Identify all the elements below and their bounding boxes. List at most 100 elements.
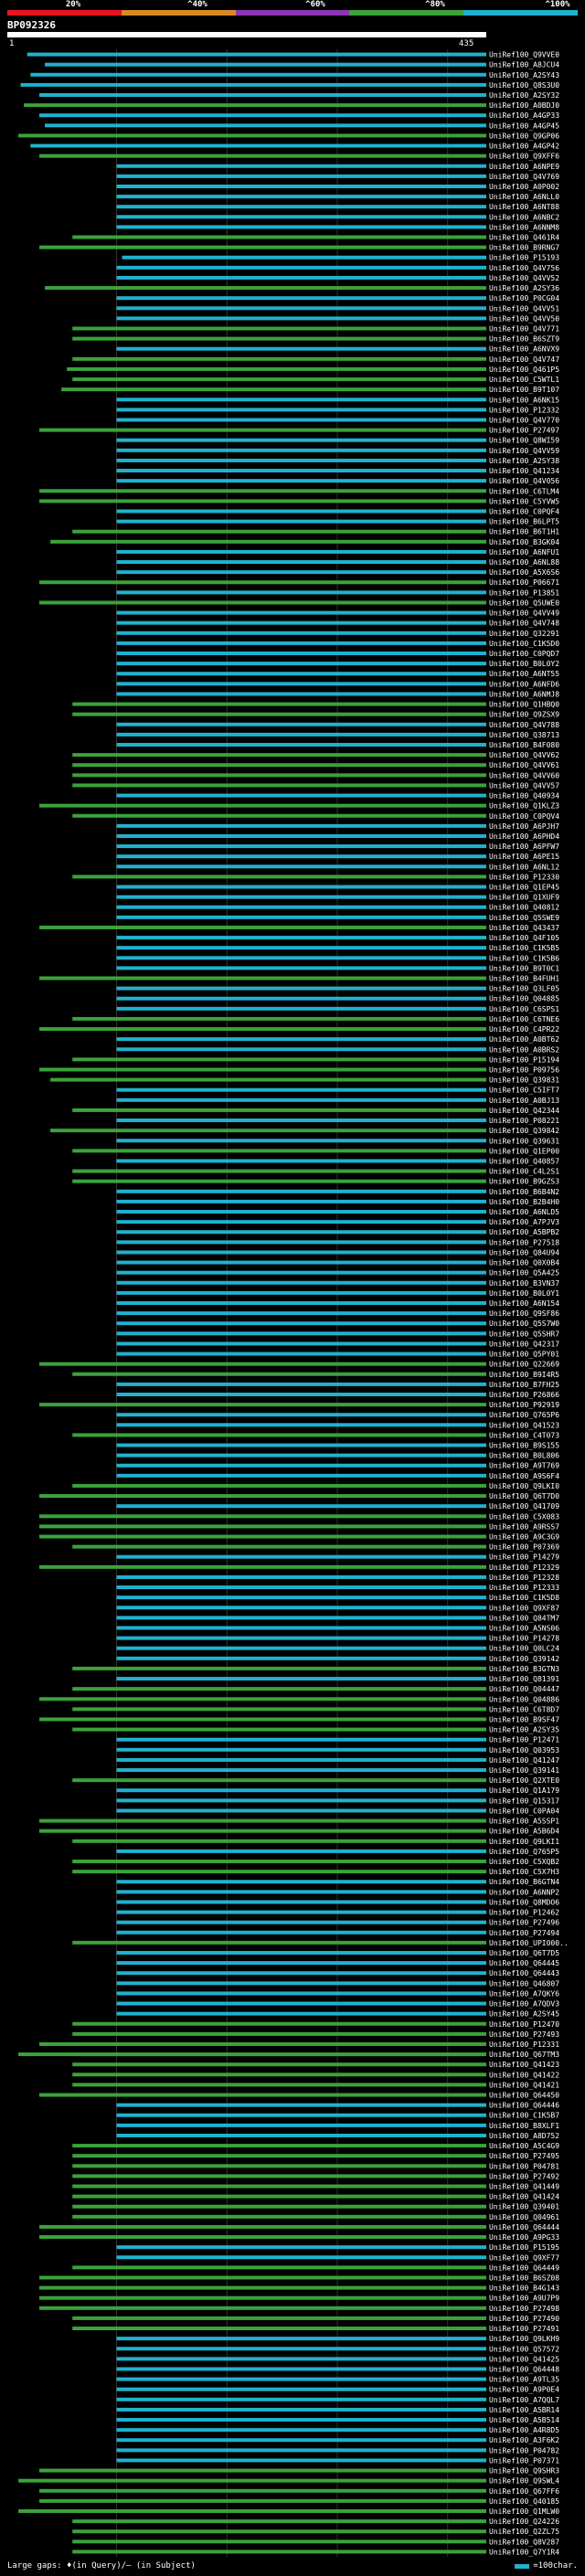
hit-label[interactable]: UniRef100_Q84TM7 bbox=[489, 1614, 559, 1622]
hit-row[interactable]: UniRef100_Q5SHR7 bbox=[116, 1330, 560, 1338]
hit-bar[interactable] bbox=[72, 2549, 487, 2554]
hit-bar[interactable] bbox=[116, 1301, 486, 1305]
hit-label[interactable]: UniRef100_A7QQL7 bbox=[489, 2396, 559, 2404]
hit-row[interactable]: UniRef100_P12330 bbox=[72, 873, 559, 881]
hit-label[interactable]: UniRef100_Q41449 bbox=[489, 2183, 559, 2191]
hit-bar[interactable] bbox=[72, 1940, 487, 1945]
hit-row[interactable]: UniRef100_A6NL88 bbox=[116, 558, 560, 567]
hit-row[interactable]: UniRef100_Q42317 bbox=[116, 1340, 560, 1348]
hit-row[interactable]: UniRef100_A7QKY6 bbox=[116, 1989, 560, 1998]
hit-label[interactable]: UniRef100_Q6T7D5 bbox=[489, 1949, 559, 1957]
hit-bar[interactable] bbox=[72, 1169, 487, 1173]
hit-label[interactable]: UniRef100_P12331 bbox=[489, 2041, 559, 2049]
hit-label[interactable]: UniRef100_B9SF47 bbox=[489, 1715, 559, 1723]
hit-row[interactable]: UniRef100_Q04447 bbox=[72, 1685, 559, 1693]
hit-bar[interactable] bbox=[116, 2387, 486, 2391]
hit-label[interactable]: UniRef100_C1K5B5 bbox=[489, 944, 559, 952]
hit-label[interactable]: UniRef100_Q41234 bbox=[489, 467, 559, 475]
hit-label[interactable]: UniRef100_B6SZ08 bbox=[489, 2274, 559, 2282]
hit-bar[interactable] bbox=[39, 2306, 486, 2310]
hit-label[interactable]: UniRef100_A2SY38 bbox=[489, 457, 559, 465]
hit-label[interactable]: UniRef100_C6T8D7 bbox=[489, 1705, 559, 1713]
hit-row[interactable]: UniRef100_Q4VV57 bbox=[72, 781, 559, 790]
hit-bar[interactable] bbox=[116, 1626, 486, 1630]
hit-row[interactable]: UniRef100_Q8V287 bbox=[72, 2538, 559, 2546]
hit-bar[interactable] bbox=[116, 1392, 486, 1396]
hit-row[interactable]: UniRef100_A4GP33 bbox=[39, 111, 559, 120]
hit-bar[interactable] bbox=[50, 1077, 487, 1082]
hit-label[interactable]: UniRef100_Q41421 bbox=[489, 2081, 559, 2089]
hit-bar[interactable] bbox=[20, 82, 487, 87]
hit-bar[interactable] bbox=[116, 1423, 486, 1427]
hit-bar[interactable] bbox=[116, 448, 486, 452]
hit-row[interactable]: UniRef100_Q8MDO6 bbox=[116, 1898, 560, 1906]
hit-row[interactable]: UniRef100_P14279 bbox=[116, 1553, 560, 1562]
hit-bar[interactable] bbox=[116, 458, 486, 462]
hit-bar[interactable] bbox=[116, 2123, 486, 2127]
hit-bar[interactable] bbox=[116, 1757, 486, 1762]
hit-bar[interactable] bbox=[116, 1656, 486, 1660]
hit-bar[interactable] bbox=[72, 763, 487, 768]
hit-label[interactable]: UniRef100_C0PQF4 bbox=[489, 507, 559, 515]
hit-label[interactable]: UniRef100_A5SSP1 bbox=[489, 1818, 559, 1826]
hit-bar[interactable] bbox=[72, 2529, 487, 2534]
hit-row[interactable]: UniRef100_Q64446 bbox=[116, 2102, 560, 2110]
hit-bar[interactable] bbox=[116, 1504, 486, 1509]
hit-row[interactable]: UniRef100_C0PQV4 bbox=[72, 812, 559, 821]
hit-bar[interactable] bbox=[116, 418, 486, 422]
hit-label[interactable]: UniRef100_P09756 bbox=[489, 1065, 559, 1074]
hit-bar[interactable] bbox=[116, 2407, 486, 2412]
hit-bar[interactable] bbox=[116, 2418, 486, 2422]
hit-row[interactable]: UniRef100_Q64444 bbox=[39, 2223, 559, 2231]
hit-label[interactable]: UniRef100_P0CG04 bbox=[489, 294, 559, 302]
hit-row[interactable]: UniRef100_Q15317 bbox=[116, 1797, 560, 1805]
hit-bar[interactable] bbox=[39, 2295, 486, 2300]
hit-label[interactable]: UniRef100_Q4VV61 bbox=[489, 761, 559, 769]
hit-row[interactable]: UniRef100_C4PR22 bbox=[39, 1025, 559, 1034]
hit-bar[interactable] bbox=[72, 235, 487, 239]
hit-bar[interactable] bbox=[116, 1636, 486, 1640]
hit-row[interactable]: UniRef100_Q2ZL75 bbox=[72, 2528, 559, 2536]
hit-label[interactable]: UniRef100_B9RNG7 bbox=[489, 244, 559, 252]
hit-label[interactable]: UniRef100_Q9ZSX9 bbox=[489, 711, 559, 719]
hit-label[interactable]: UniRef100_Q4VV57 bbox=[489, 781, 559, 790]
hit-bar[interactable] bbox=[39, 428, 486, 432]
hit-label[interactable]: UniRef100_A0P002 bbox=[489, 183, 559, 191]
hit-label[interactable]: UniRef100_A4R8D5 bbox=[489, 2426, 559, 2434]
hit-bar[interactable] bbox=[39, 1697, 486, 1701]
hit-bar[interactable] bbox=[72, 1057, 487, 1062]
hit-row[interactable]: UniRef100_A6NPE9 bbox=[116, 163, 560, 171]
hit-label[interactable]: UniRef100_Q1XUF9 bbox=[489, 894, 559, 902]
hit-label[interactable]: UniRef100_Q41423 bbox=[489, 2061, 559, 2069]
hit-row[interactable]: UniRef100_Q40812 bbox=[116, 904, 560, 912]
hit-label[interactable]: UniRef100_Q4V756 bbox=[489, 264, 559, 272]
hit-row[interactable]: UniRef100_A7QQL7 bbox=[116, 2396, 560, 2404]
hit-label[interactable]: UniRef100_Q0X0B4 bbox=[489, 1259, 559, 1267]
hit-label[interactable]: UniRef100_Q4VV51 bbox=[489, 304, 559, 313]
hit-row[interactable]: UniRef100_A0P002 bbox=[116, 183, 560, 191]
hit-row[interactable]: UniRef100_Q4V771 bbox=[72, 325, 559, 334]
hit-label[interactable]: UniRef100_UPI000.. bbox=[489, 1939, 569, 1947]
hit-row[interactable]: UniRef100_Q4VV62 bbox=[72, 751, 559, 759]
hit-label[interactable]: UniRef100_Q39631 bbox=[489, 1137, 559, 1145]
hit-bar[interactable] bbox=[72, 1483, 487, 1488]
hit-label[interactable]: UniRef100_Q41523 bbox=[489, 1421, 559, 1429]
hit-bar[interactable] bbox=[116, 1443, 486, 1447]
hit-bar[interactable] bbox=[116, 1382, 486, 1386]
hit-label[interactable]: UniRef100_A6NL88 bbox=[489, 558, 559, 567]
hit-label[interactable]: UniRef100_C0PA04 bbox=[489, 1807, 559, 1815]
hit-bar[interactable] bbox=[116, 1554, 486, 1559]
hit-label[interactable]: UniRef100_Q2ZL75 bbox=[489, 2528, 559, 2536]
hit-row[interactable]: UniRef100_P15195 bbox=[116, 2243, 560, 2252]
hit-label[interactable]: UniRef100_C5IFT7 bbox=[489, 1087, 559, 1095]
hit-bar[interactable] bbox=[116, 844, 486, 849]
hit-label[interactable]: UniRef100_Q8V287 bbox=[489, 2538, 559, 2546]
hit-label[interactable]: UniRef100_C5YVW5 bbox=[489, 497, 559, 505]
hit-label[interactable]: UniRef100_Q32291 bbox=[489, 630, 559, 638]
hit-label[interactable]: UniRef100_P12332 bbox=[489, 406, 559, 414]
hit-label[interactable]: UniRef100_Q4VV49 bbox=[489, 610, 559, 618]
hit-row[interactable]: UniRef100_C5IFT7 bbox=[116, 1087, 560, 1095]
hit-row[interactable]: UniRef100_Q64445 bbox=[116, 1959, 560, 1967]
hit-row[interactable]: UniRef100_Q32291 bbox=[116, 630, 560, 638]
hit-label[interactable]: UniRef100_A0BRS2 bbox=[489, 1045, 559, 1054]
